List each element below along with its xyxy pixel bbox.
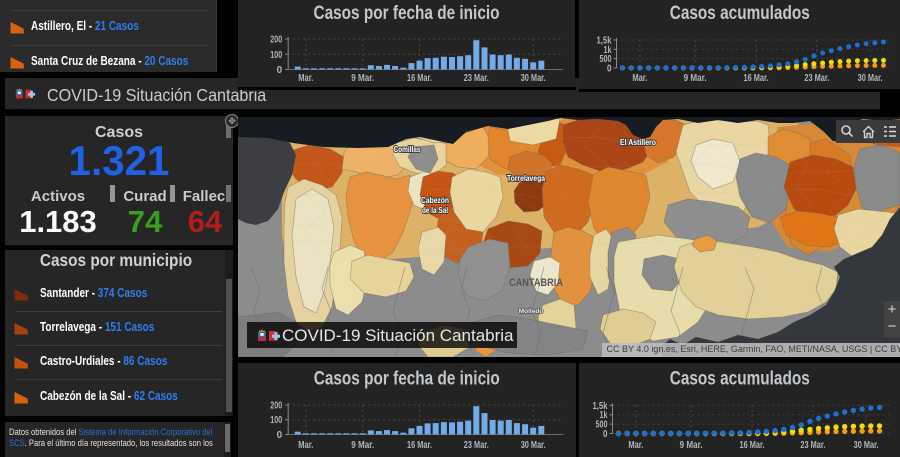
svg-text:1k: 1k [599,410,607,421]
svg-text:Mar.: Mar. [298,73,313,84]
svg-text:1,5k: 1,5k [592,400,607,411]
svg-text:0: 0 [603,429,608,440]
svg-text:Cabezón: Cabezón [421,195,449,205]
svg-text:Torrelavega: Torrelavega [507,173,545,183]
svg-text:500: 500 [599,54,611,65]
svg-text:16 Mar.: 16 Mar. [407,440,432,451]
svg-text:16 Mar.: 16 Mar. [739,440,764,451]
svg-text:23 Mar.: 23 Mar. [800,440,825,451]
svg-text:500: 500 [595,419,607,430]
svg-text:30 Mar.: 30 Mar. [857,73,882,84]
svg-text:23 Mar.: 23 Mar. [804,73,829,84]
svg-text:23 Mar.: 23 Mar. [464,440,489,451]
svg-text:Casos por fecha de inicio: Casos por fecha de inicio [314,368,500,389]
svg-text:Mar.: Mar. [632,73,647,84]
svg-text:200: 200 [270,400,282,411]
svg-text:CANTABRIA: CANTABRIA [509,277,563,289]
svg-text:23 Mar.: 23 Mar. [464,73,489,84]
svg-text:Molledo: Molledo [519,308,544,315]
svg-text:Mar.: Mar. [628,440,643,451]
svg-text:30 Mar.: 30 Mar. [521,440,546,451]
svg-text:9 Mar.: 9 Mar. [351,73,374,84]
svg-text:0: 0 [607,63,612,74]
svg-text:Casos por fecha de inicio: Casos por fecha de inicio [314,3,500,24]
svg-text:16 Mar.: 16 Mar. [743,73,768,84]
svg-text:Casos acumulados: Casos acumulados [669,368,809,389]
svg-text:El Astillero: El Astillero [620,137,656,147]
svg-text:Mar.: Mar. [298,440,313,451]
svg-text:100: 100 [270,50,282,61]
svg-text:1k: 1k [603,45,611,56]
svg-text:16 Mar.: 16 Mar. [407,73,432,84]
svg-text:Casos acumulados: Casos acumulados [669,3,809,24]
svg-text:30 Mar.: 30 Mar. [853,440,878,451]
svg-text:de la Sal: de la Sal [422,205,448,215]
svg-text:9 Mar.: 9 Mar. [683,73,706,84]
svg-text:0: 0 [277,430,283,441]
svg-text:200: 200 [270,35,282,46]
svg-text:9 Mar.: 9 Mar. [351,440,374,451]
svg-text:1,5k: 1,5k [596,36,611,47]
svg-text:9 Mar.: 9 Mar. [679,440,702,451]
svg-text:Comillas: Comillas [394,144,421,154]
svg-text:100: 100 [270,415,282,426]
svg-text:0: 0 [277,65,283,76]
svg-text:30 Mar.: 30 Mar. [521,73,546,84]
